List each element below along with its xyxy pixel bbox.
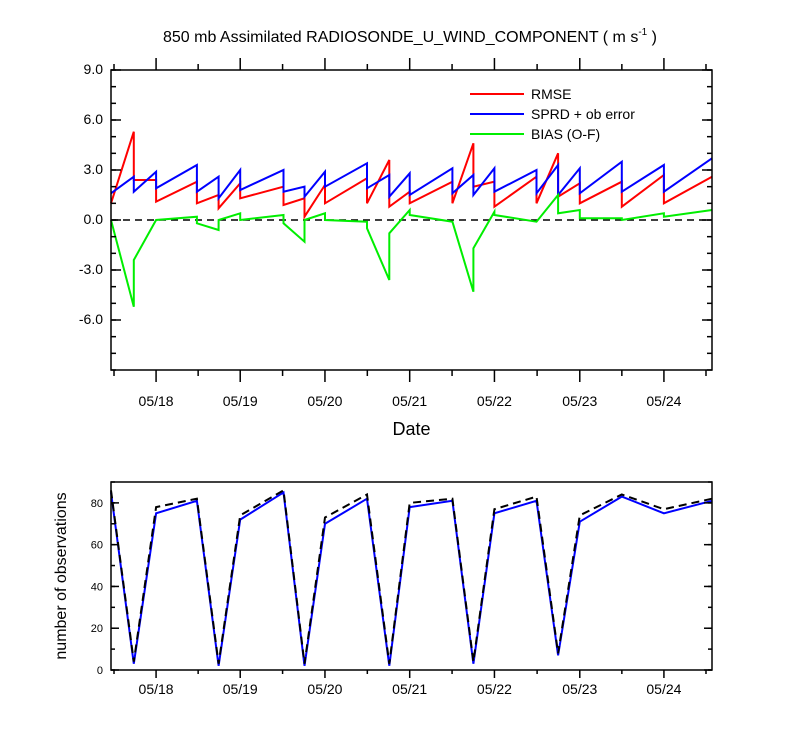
x-tick-label: 05/18 [139,681,174,697]
x-axis-label: Date [392,419,430,439]
legend: RMSE SPRD + ob error BIAS (O-F) [470,86,635,142]
bottom-plot-frame [110,481,713,671]
y-axis-label: number of observations [53,492,70,659]
y-tick-label: 60 [91,540,103,552]
x-tick-label: 05/22 [477,681,512,697]
legend-label: BIAS (O-F) [531,126,600,142]
x-tick-label: 05/19 [223,681,258,697]
x-tick-label: 05/24 [646,393,681,409]
series-line-sprd-ob-error [110,157,713,202]
y-tick-label: 0 [97,665,103,677]
bottom-ticks: 0 20 40 60 80 05/18 05/19 05/20 05/21 05/22 05/23 0… [91,481,712,697]
x-tick-label: 05/23 [562,393,597,409]
y-tick-label: 20 [91,623,103,635]
y-tick-label: 3.0 [84,161,104,177]
y-tick-label: 80 [91,498,103,510]
x-tick-label: 05/23 [562,681,597,697]
x-tick-label: 05/21 [392,681,427,697]
top-plot: 9.0 6.0 3.0 0.0 -3.0 -6.0 05/18 05/19 05/20 05/21… [79,58,713,439]
y-tick-label: 40 [91,581,103,593]
series-line-bias-o-f [110,192,713,307]
chart-title-main: 850 mb Assimilated RADIOSONDE_U_WIND_COM… [163,29,638,46]
series-line-assimilated [110,490,713,666]
x-tick-label: 05/18 [139,393,174,409]
series-line-total [110,488,713,664]
x-tick-label: 05/24 [646,681,681,697]
bottom-plot: 0 20 40 60 80 05/18 05/19 05/20 05/21 05/22 05/23 0… [53,481,713,697]
chart-title: 850 mb Assimilated RADIOSONDE_U_WIND_COM… [163,27,657,46]
x-tick-label: 05/19 [223,393,258,409]
x-tick-label: 05/21 [392,393,427,409]
x-tick-label: 05/22 [477,393,512,409]
y-tick-label: -3.0 [79,261,103,277]
y-tick-label: -6.0 [79,311,103,327]
legend-label: RMSE [531,86,571,102]
y-tick-label: 6.0 [84,111,104,127]
chart-title-sup: -1 [638,27,647,38]
x-tick-label: 05/20 [307,681,342,697]
top-ticks: 9.0 6.0 3.0 0.0 -3.0 -6.0 05/18 05/19 05/20 05/21… [79,58,712,409]
y-tick-label: 9.0 [84,61,104,77]
legend-label: SPRD + ob error [531,106,635,122]
y-tick-label: 0.0 [84,211,104,227]
top-series-group [110,131,713,307]
chart-title-end: ) [647,29,657,46]
bottom-series-group [110,488,713,666]
x-tick-label: 05/20 [307,393,342,409]
